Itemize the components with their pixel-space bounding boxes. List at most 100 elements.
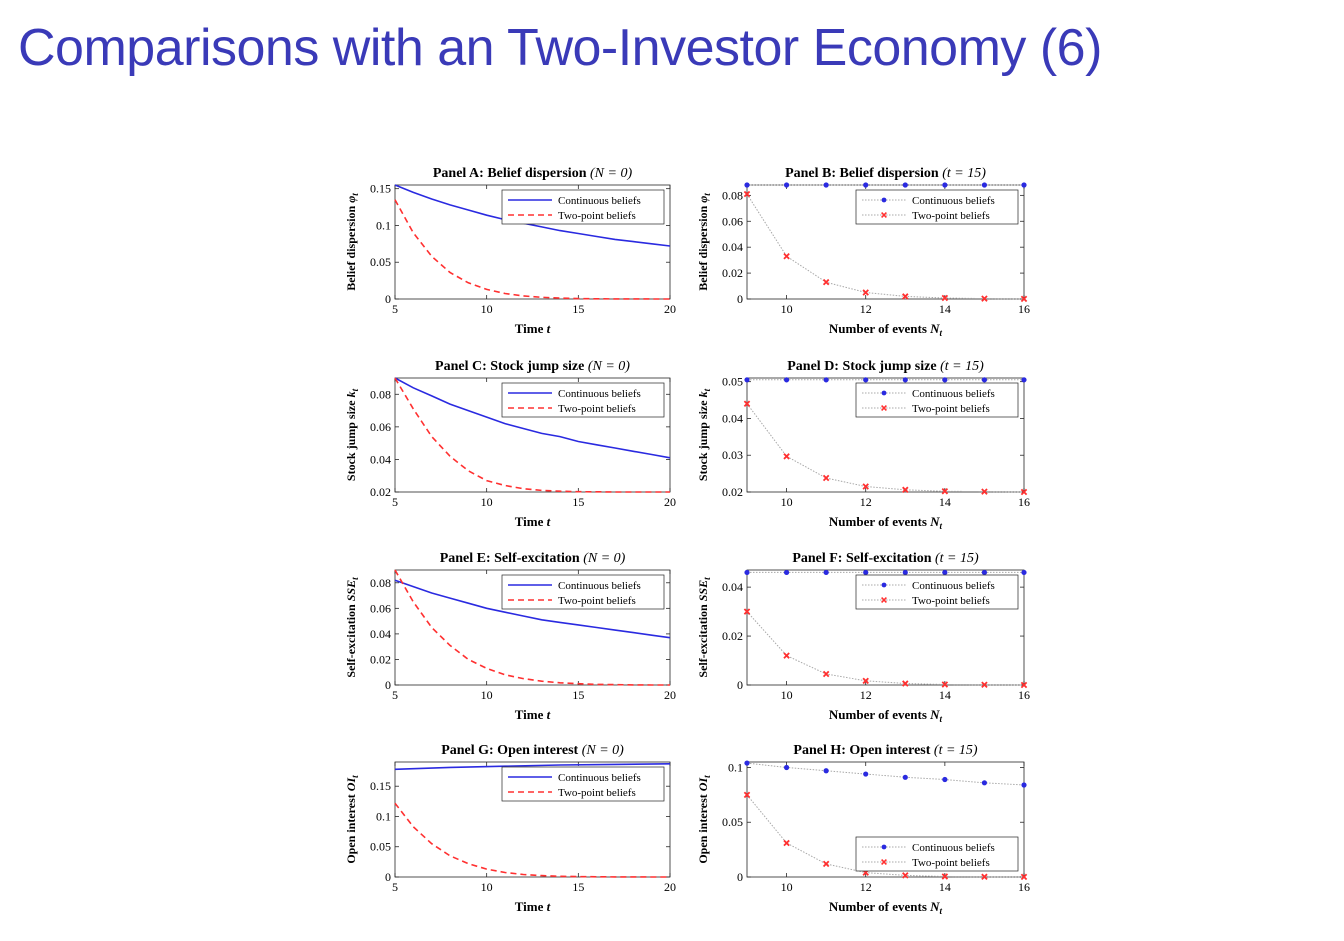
series-two-point-point xyxy=(862,289,869,296)
y-tick-label: 0.06 xyxy=(722,214,743,228)
series-two-point-line xyxy=(394,199,670,300)
x-tick-label: 10 xyxy=(781,688,793,702)
series-continuous-point xyxy=(981,182,988,188)
series-two-point-point xyxy=(902,486,909,494)
y-tick-label: 0.02 xyxy=(370,652,391,666)
legend-marker xyxy=(881,390,887,396)
legend-box xyxy=(855,189,1019,225)
series-two-point-connector xyxy=(746,403,1025,493)
series-two-point-point xyxy=(941,294,949,302)
legend: Continuous beliefs Two-point beliefs xyxy=(855,382,1019,418)
legend-label: Continuous beliefs xyxy=(558,195,641,207)
series-continuous-connector xyxy=(746,762,1025,786)
panel-title: Panel C: Stock jump size (N = 0) xyxy=(435,359,630,374)
y-tick-label: 0.05 xyxy=(722,375,743,389)
y-axis-label: Belief dispersion φt xyxy=(344,193,360,291)
legend-label: Two-point beliefs xyxy=(912,857,990,869)
x-tick-label: 16 xyxy=(1018,302,1030,316)
legend-marker xyxy=(881,844,887,850)
series-continuous-point xyxy=(902,569,908,576)
x-axis-label: Time t xyxy=(515,899,551,914)
legend-box xyxy=(501,766,665,802)
series-two-point-point xyxy=(941,681,949,688)
series-continuous-point xyxy=(744,760,750,766)
series-continuous-point xyxy=(1021,182,1027,188)
series-two-point-point xyxy=(822,670,830,678)
y-tick-label: 0.06 xyxy=(370,601,391,615)
series-two-point-line xyxy=(394,569,670,686)
y-tick-label: 0.03 xyxy=(722,448,743,462)
x-tick-label: 15 xyxy=(572,302,584,316)
y-axis-label: Stock jump size kt xyxy=(696,388,712,481)
y-tick-label: 0 xyxy=(737,678,743,692)
series-two-point-point xyxy=(743,190,751,198)
y-tick-label: 0 xyxy=(385,292,391,306)
y-axis-label: Open interest OIt xyxy=(344,775,360,864)
x-tick-label: 20 xyxy=(664,688,676,702)
series-two-point-point xyxy=(822,860,830,868)
x-tick-label: 10 xyxy=(781,880,793,894)
series-continuous-point xyxy=(942,377,948,383)
y-tick-label: 0.02 xyxy=(722,629,743,643)
x-tick-label: 16 xyxy=(1018,688,1030,702)
series-two-point-point xyxy=(743,791,751,799)
legend-label: Continuous beliefs xyxy=(558,772,641,784)
x-axis-label: Number of events Nt xyxy=(829,514,943,531)
y-tick-label: 0 xyxy=(385,678,391,692)
legend-marker xyxy=(881,859,887,865)
legend-label: Two-point beliefs xyxy=(558,210,636,222)
y-tick-label: 0.15 xyxy=(370,779,391,793)
series-two-point-connector xyxy=(746,611,1025,686)
series-continuous-point xyxy=(942,182,948,188)
x-tick-label: 14 xyxy=(939,880,951,894)
x-tick-label: 12 xyxy=(860,688,872,702)
series-two-point-point xyxy=(981,681,988,688)
series-continuous-point xyxy=(981,780,988,786)
x-tick-label: 20 xyxy=(664,302,676,316)
x-tick-label: 10 xyxy=(781,495,793,509)
y-tick-label: 0.04 xyxy=(370,627,391,641)
x-tick-label: 12 xyxy=(860,880,872,894)
x-axis-label: Time t xyxy=(515,514,551,529)
y-tick-label: 0.05 xyxy=(722,815,743,829)
series-two-point-point xyxy=(783,253,790,260)
y-tick-label: 0.1 xyxy=(376,809,391,823)
x-tick-label: 5 xyxy=(392,302,398,316)
series-continuous-point xyxy=(981,569,988,576)
legend: Continuous beliefs Two-point beliefs xyxy=(855,574,1019,610)
series-continuous-point xyxy=(863,771,869,777)
panel-title: Panel B: Belief dispersion (t = 15) xyxy=(785,166,986,181)
y-tick-label: 0.02 xyxy=(722,485,743,499)
legend-label: Two-point beliefs xyxy=(912,403,990,415)
x-tick-label: 14 xyxy=(939,688,951,702)
panel-c: Panel C: Stock jump size (N = 0) 5 10 15 20 0… xyxy=(344,359,676,529)
x-axis-label: Number of events Nt xyxy=(829,321,943,338)
y-tick-label: 0.02 xyxy=(370,485,391,499)
y-axis-label: Belief dispersion φt xyxy=(696,193,712,291)
panel-f: Panel F: Self-excitation (t = 15) 10 12 14 1… xyxy=(696,551,1030,724)
series-continuous-point xyxy=(783,377,790,383)
y-tick-label: 0.04 xyxy=(722,411,743,425)
x-tick-label: 5 xyxy=(392,688,398,702)
legend-label: Continuous beliefs xyxy=(912,195,995,207)
legend: Continuous beliefs Two-point beliefs xyxy=(501,189,665,225)
series-continuous-line xyxy=(394,377,671,459)
series-continuous-point xyxy=(823,768,829,774)
legend-marker xyxy=(881,212,887,218)
series-two-point-line xyxy=(394,802,670,878)
x-tick-label: 15 xyxy=(572,880,584,894)
y-axis-label: Open interest OIt xyxy=(696,775,712,864)
series-continuous-point xyxy=(863,377,869,383)
x-tick-label: 20 xyxy=(664,880,676,894)
y-tick-label: 0.1 xyxy=(376,218,391,232)
series-continuous-point xyxy=(942,569,948,576)
series-two-point-connector xyxy=(746,794,1025,878)
y-tick-label: 0.05 xyxy=(370,840,391,854)
series-two-point-point xyxy=(941,873,949,880)
series-continuous-point xyxy=(823,569,829,576)
legend-label: Two-point beliefs xyxy=(912,210,990,222)
series-two-point-point xyxy=(862,677,869,685)
series-two-point-point xyxy=(1020,488,1028,496)
slide-title: Comparisons with an Two-Investor Economy… xyxy=(18,19,1102,77)
series-continuous-point xyxy=(783,182,790,188)
